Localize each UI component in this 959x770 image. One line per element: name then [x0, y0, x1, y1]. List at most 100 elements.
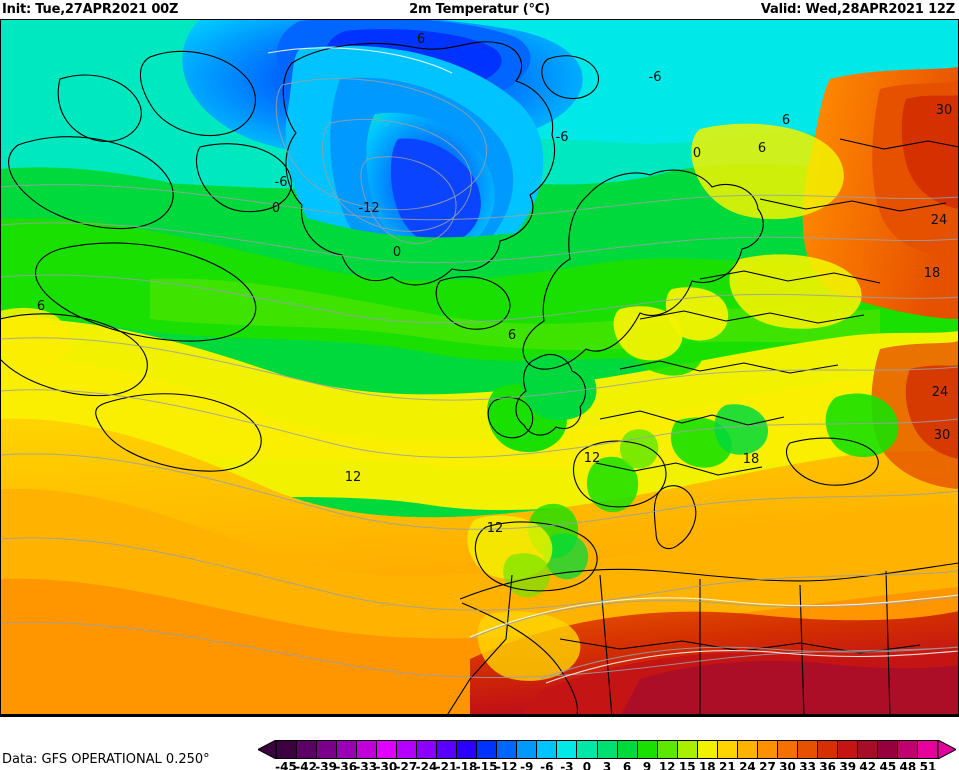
colorbar-tick: 3 — [602, 760, 612, 770]
colorbar-tick: 27 — [759, 760, 776, 770]
contour-label: -12 — [358, 201, 379, 216]
contour-label: 6 — [37, 299, 45, 314]
contour-label: 6 — [508, 328, 516, 343]
colorbar-tick: -15 — [475, 760, 498, 770]
colorbar-swatch — [377, 741, 398, 758]
colorbar-swatch — [417, 741, 438, 758]
colorbar-tick: 36 — [819, 760, 837, 770]
colorbar-tick: -45 — [275, 760, 297, 770]
colorbar-swatch — [797, 741, 818, 758]
contour-label: 24 — [932, 385, 949, 400]
colorbar-tick: 6 — [622, 760, 632, 770]
colorbar-swatch — [297, 741, 318, 758]
colorbar-swatch — [717, 741, 738, 758]
colorbar-tick: 21 — [719, 760, 736, 770]
colorbar-swatch — [857, 741, 878, 758]
isotherm-layer — [0, 78, 959, 680]
colorbar-tick: -18 — [455, 760, 478, 770]
colorbar-tick: 33 — [799, 760, 816, 770]
colorbar-tick: 15 — [678, 760, 696, 770]
colorbar-tick: 45 — [879, 760, 897, 770]
colorbar-tick: 18 — [698, 760, 716, 770]
colorbar-swatch — [777, 741, 798, 758]
colorbar-tick: 39 — [839, 760, 857, 770]
coastline-layer — [0, 41, 959, 714]
colorbar-low-arrow-icon — [258, 740, 276, 759]
contour-label: 6 — [782, 113, 790, 128]
colorbar-tick: 42 — [859, 760, 877, 770]
contour-label: 30 — [934, 428, 951, 443]
colorbar-tick: -27 — [395, 760, 418, 770]
contour-label: 12 — [345, 470, 362, 485]
colorbar-tick: -6 — [540, 760, 554, 770]
valid-time-label: Valid: Wed,28APR2021 12Z — [760, 2, 955, 17]
colorbar-swatch — [837, 741, 858, 758]
colorbar-tick: 30 — [779, 760, 796, 770]
contour-label: 0 — [272, 201, 280, 216]
colorbar-tick: -12 — [495, 760, 518, 770]
colorbar-swatch — [617, 741, 638, 758]
contour-label: 30 — [936, 103, 953, 118]
map-canvas[interactable]: -6 0 -12 -6 0 6 -6 0 6 6 30 24 18 6 12 12 18 24 30 12 6 — [0, 19, 959, 717]
colorbar-swatch — [877, 741, 898, 758]
colorbar-tick: 12 — [658, 760, 676, 770]
colorbar-tick: -30 — [375, 760, 398, 770]
contour-label: 0 — [393, 245, 401, 260]
colorbar-tick: -36 — [335, 760, 358, 770]
colorbar-swatch — [577, 741, 598, 758]
temperature-field — [0, 19, 959, 714]
colorbar-tick: -39 — [315, 760, 337, 770]
contour-label: -6 — [649, 70, 662, 85]
colorbar-swatch — [477, 741, 498, 758]
colorbar-tick: -24 — [415, 760, 438, 770]
contour-labels: -6 0 -12 -6 0 6 -6 0 6 6 30 24 18 6 12 12 18 24 30 12 6 — [37, 32, 952, 536]
contour-label: 12 — [487, 521, 504, 536]
colorbar-swatch — [497, 741, 518, 758]
contour-label: 18 — [743, 452, 760, 467]
colorbar-swatch — [897, 741, 918, 758]
contour-label: 0 — [693, 146, 701, 161]
map-header: Init: Tue,27APR2021 00Z 2m Temperatur (°… — [0, 0, 959, 19]
colorbar-tick: 24 — [739, 760, 756, 770]
colorbar-swatch — [357, 741, 378, 758]
isotherm-layer-white — [267, 47, 959, 684]
colorbar-swatch — [637, 741, 658, 758]
temperature-map[interactable]: -6 0 -12 -6 0 6 -6 0 6 6 30 24 18 6 12 12 18 24 30 12 6 — [0, 19, 959, 717]
colorbar-swatch — [397, 741, 418, 758]
data-source-line: Data: GFS OPERATIONAL 0.250° — [2, 752, 210, 767]
colorbar-swatch — [918, 741, 939, 758]
colorbar-high-arrow-icon — [938, 740, 956, 759]
map-footer: Data: GFS OPERATIONAL 0.250° (C) Wetterz… — [0, 720, 959, 770]
colorbar-swatch — [677, 741, 698, 758]
contour-label: 6 — [417, 32, 425, 47]
colorbar-tick: -33 — [355, 760, 378, 770]
colorbar-swatch — [657, 741, 678, 758]
colorbar-swatch — [317, 741, 338, 758]
colorbar-swatch — [517, 741, 538, 758]
contour-label: 6 — [758, 141, 766, 156]
colorbar-swatch — [697, 741, 718, 758]
init-time-label: Init: Tue,27APR2021 00Z — [2, 2, 179, 17]
colorbar-tick: 0 — [582, 760, 592, 770]
colorbar-tick: -3 — [560, 760, 574, 770]
contour-label: 24 — [931, 213, 948, 228]
contour-label: 12 — [584, 451, 601, 466]
colorbar-swatch — [437, 741, 458, 758]
colorbar-swatch — [457, 741, 478, 758]
colorbar-tick: 9 — [642, 760, 652, 770]
page-title: 2m Temperatur (°C) — [409, 2, 550, 17]
credits-block: Data: GFS OPERATIONAL 0.250° (C) Wetterz… — [2, 720, 210, 770]
colorbar-swatch — [557, 741, 578, 758]
colorbar-strip[interactable] — [258, 740, 956, 759]
colorbar[interactable]: -45 -42 -39 -36 -33 -30 -27 -24 -21 -18 -15 -12 -9 -6… — [258, 740, 956, 770]
colorbar-swatch — [817, 741, 838, 758]
contour-label: -6 — [275, 175, 288, 190]
colorbar-swatch — [276, 741, 298, 758]
colorbar-tick: -21 — [435, 760, 458, 770]
colorbar-tick: -9 — [520, 760, 534, 770]
colorbar-tick: 51 — [919, 760, 937, 770]
colorbar-tick-labels: -45 -42 -39 -36 -33 -30 -27 -24 -21 -18 -15 -12 -9 -6… — [275, 760, 938, 770]
colorbar-swatch — [597, 741, 618, 758]
colorbar-cells — [276, 740, 939, 759]
